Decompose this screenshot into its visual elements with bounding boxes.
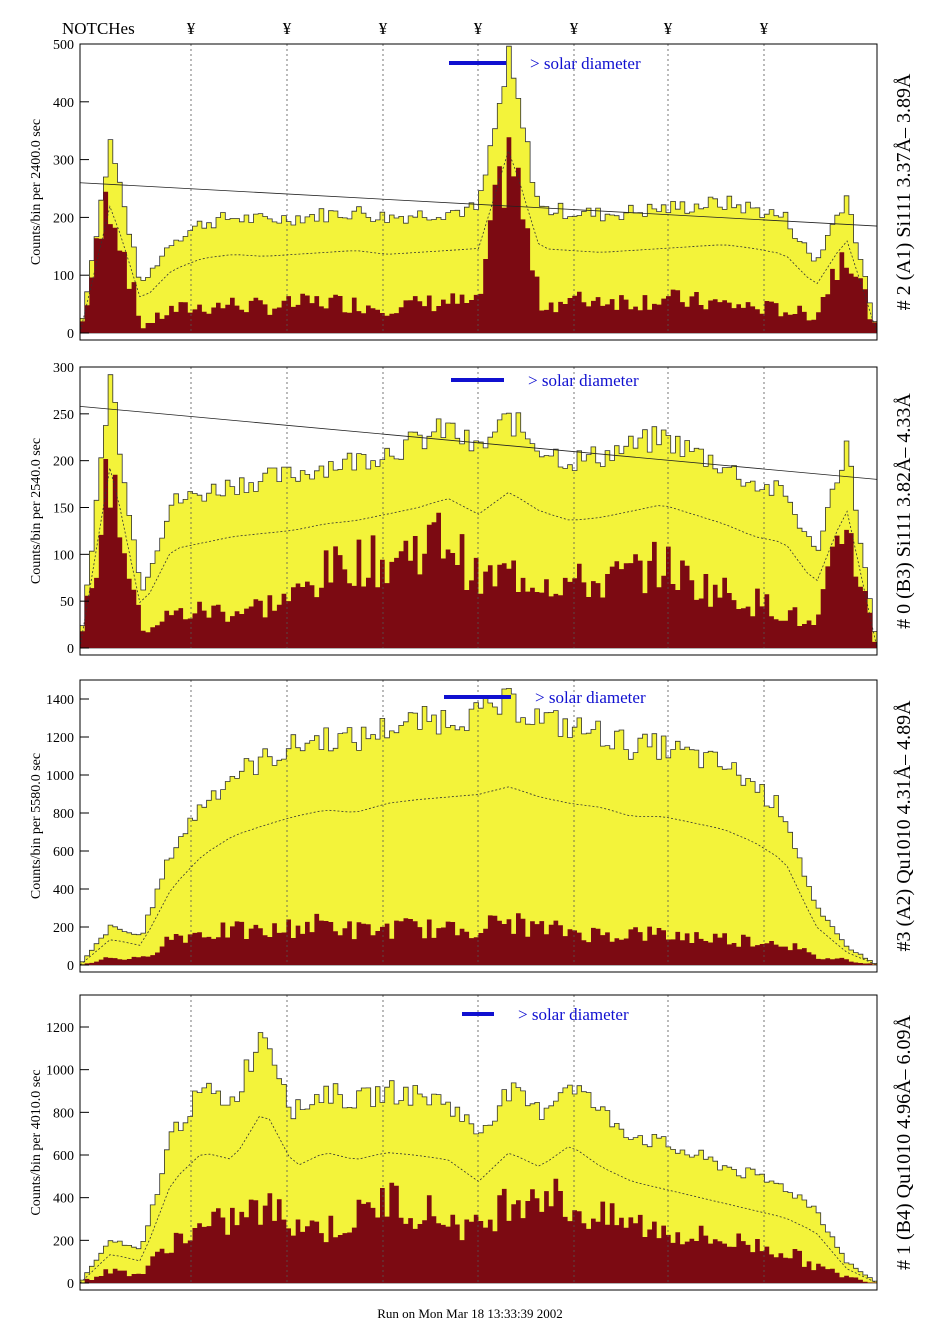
panel-right-label: # 2 (A1) Si111 3.37Å– 3.89Å — [893, 73, 915, 310]
solar-diameter-label: > solar diameter — [535, 688, 646, 707]
y-axis-label: Counts/bin per 4010.0 sec — [29, 1069, 44, 1215]
y-tick-label: 1400 — [46, 693, 74, 708]
panel-3: 0 200 400 600 800 1000 1200 1400 Counts/bin per … — [29, 679, 915, 974]
panel-1: 0 100 200 300 400 500 Counts/bin per 2400.0 se… — [29, 38, 915, 342]
y-tick-label: 1200 — [46, 1021, 74, 1036]
y-tick-label: 0 — [67, 327, 74, 342]
y-tick-label: 0 — [67, 642, 74, 657]
y-tick-label: 300 — [53, 361, 74, 376]
y-tick-label: 100 — [53, 269, 74, 284]
y-tick-label: 200 — [53, 455, 74, 470]
notch-marker-1: ¥ — [187, 19, 196, 38]
model-curve — [79, 467, 878, 649]
y-tick-label: 400 — [53, 96, 74, 111]
total-counts-histogram — [79, 45, 878, 334]
model-curve — [79, 149, 878, 334]
trend-line — [79, 405, 878, 480]
background-counts-histogram — [80, 1178, 877, 1283]
y-tick-label: 1200 — [46, 731, 74, 746]
y-tick-label: 200 — [53, 921, 74, 936]
panel-2: 0 50 100 150 200 250 300 Counts/bin per 2540.0 … — [29, 361, 915, 657]
plot-frame — [79, 994, 878, 1291]
y-tick-label: 600 — [53, 1149, 74, 1164]
y-tick-label: 400 — [53, 1192, 74, 1207]
panel-right-label: # 0 (B3) Si111 3.82Å– 4.33Å — [893, 393, 915, 629]
y-tick-label: 0 — [67, 1277, 74, 1292]
y-tick-label: 400 — [53, 883, 74, 898]
notch-marker-4: ¥ — [474, 19, 483, 38]
notch-marker-6: ¥ — [664, 19, 673, 38]
y-tick-label: 200 — [53, 211, 74, 226]
y-tick-label: 600 — [53, 845, 74, 860]
notch-marker-2: ¥ — [283, 19, 292, 38]
notch-marker-3: ¥ — [379, 19, 388, 38]
y-tick-label: 300 — [53, 154, 74, 169]
y-axis-label: Counts/bin per 2400.0 sec — [29, 119, 44, 265]
model-curve — [79, 1116, 878, 1284]
panel-right-label: # 1 (B4) Qu1010 4.96Å– 6.09Å — [893, 1014, 915, 1270]
background-counts-histogram — [80, 137, 877, 333]
y-tick-label: 500 — [53, 38, 74, 53]
y-tick-label: 1000 — [46, 1064, 74, 1079]
y-axis-label: Counts/bin per 2540.0 sec — [29, 438, 44, 584]
y-tick-label: 100 — [53, 548, 74, 563]
model-curve — [79, 786, 878, 966]
y-tick-label: 250 — [53, 408, 74, 423]
run-footer: Run on Mon Mar 18 13:33:39 2002 — [377, 1306, 563, 1321]
total-counts-histogram — [79, 688, 878, 966]
y-axis-label: Counts/bin per 5580.0 sec — [29, 753, 44, 899]
plot-frame — [79, 679, 878, 973]
y-tick-label: 800 — [53, 807, 74, 822]
y-tick-label: 200 — [53, 1234, 74, 1249]
background-counts-histogram — [80, 459, 877, 648]
total-counts-histogram — [79, 374, 878, 649]
notches-label: NOTCHes — [62, 19, 135, 38]
y-tick-label: 50 — [60, 595, 74, 610]
panel-4: 0 200 400 600 800 1000 1200 Counts/bin per 4010… — [29, 994, 915, 1292]
plot-frame — [79, 43, 878, 341]
y-tick-label: 0 — [67, 959, 74, 974]
trend-line — [79, 182, 878, 227]
panel-right-label: #3 (A2) Qu1010 4.31Å– 4.89Å — [893, 700, 915, 952]
y-tick-label: 150 — [53, 502, 74, 517]
y-tick-label: 800 — [53, 1106, 74, 1121]
solar-diameter-label: > solar diameter — [530, 54, 641, 73]
notch-marker-7: ¥ — [760, 19, 769, 38]
y-tick-label: 1000 — [46, 769, 74, 784]
plot-frame — [79, 366, 878, 656]
background-counts-histogram — [80, 913, 877, 965]
solar-diameter-label: > solar diameter — [528, 371, 639, 390]
notch-markers: ¥ ¥ ¥ ¥ ¥ ¥ ¥ — [187, 19, 769, 38]
solar-diameter-label: > solar diameter — [518, 1005, 629, 1024]
notch-marker-5: ¥ — [570, 19, 579, 38]
